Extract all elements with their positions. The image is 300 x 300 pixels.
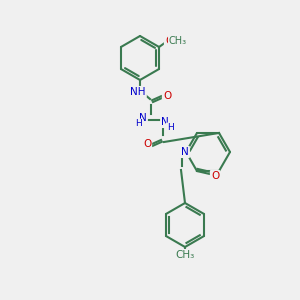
Text: N: N: [161, 117, 169, 127]
Text: O: O: [163, 91, 171, 101]
Text: CH₃: CH₃: [169, 36, 187, 46]
Text: N: N: [139, 113, 147, 123]
Text: O: O: [165, 36, 173, 46]
Text: H: H: [167, 124, 173, 133]
Text: N: N: [181, 147, 189, 157]
Text: H: H: [136, 119, 142, 128]
Text: O: O: [211, 171, 219, 181]
Text: CH₃: CH₃: [176, 250, 195, 260]
Text: O: O: [143, 139, 151, 149]
Text: NH: NH: [130, 87, 146, 97]
